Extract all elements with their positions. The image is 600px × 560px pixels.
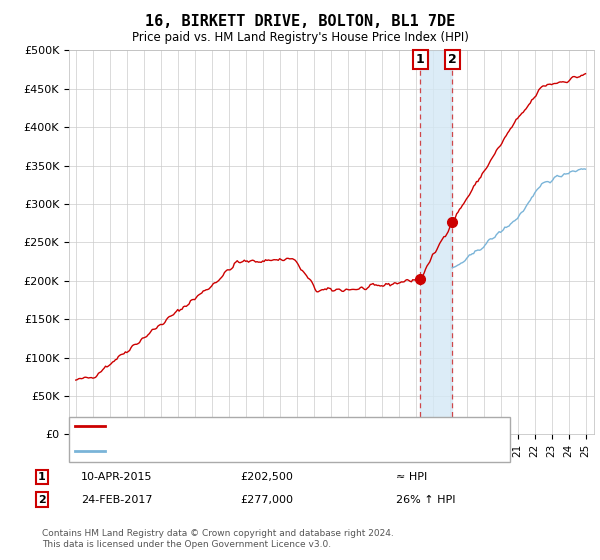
Text: 2: 2 [38, 494, 46, 505]
Text: 24-FEB-2017: 24-FEB-2017 [81, 494, 152, 505]
Text: 10-APR-2015: 10-APR-2015 [81, 472, 152, 482]
Text: 2: 2 [448, 53, 457, 66]
Text: £202,500: £202,500 [240, 472, 293, 482]
Text: Contains HM Land Registry data © Crown copyright and database right 2024.
This d: Contains HM Land Registry data © Crown c… [42, 529, 394, 549]
Text: Price paid vs. HM Land Registry's House Price Index (HPI): Price paid vs. HM Land Registry's House … [131, 31, 469, 44]
Text: £277,000: £277,000 [240, 494, 293, 505]
Text: HPI: Average price, detached house, Bolton: HPI: Average price, detached house, Bolt… [111, 446, 337, 456]
Text: 1: 1 [416, 53, 425, 66]
Bar [421, 50, 452, 435]
Text: ≈ HPI: ≈ HPI [396, 472, 427, 482]
Text: 16, BIRKETT DRIVE, BOLTON, BL1 7DE: 16, BIRKETT DRIVE, BOLTON, BL1 7DE [145, 14, 455, 29]
Text: 16, BIRKETT DRIVE, BOLTON, BL1 7DE (detached house): 16, BIRKETT DRIVE, BOLTON, BL1 7DE (deta… [111, 421, 403, 431]
Text: 26% ↑ HPI: 26% ↑ HPI [396, 494, 455, 505]
Text: 1: 1 [38, 472, 46, 482]
